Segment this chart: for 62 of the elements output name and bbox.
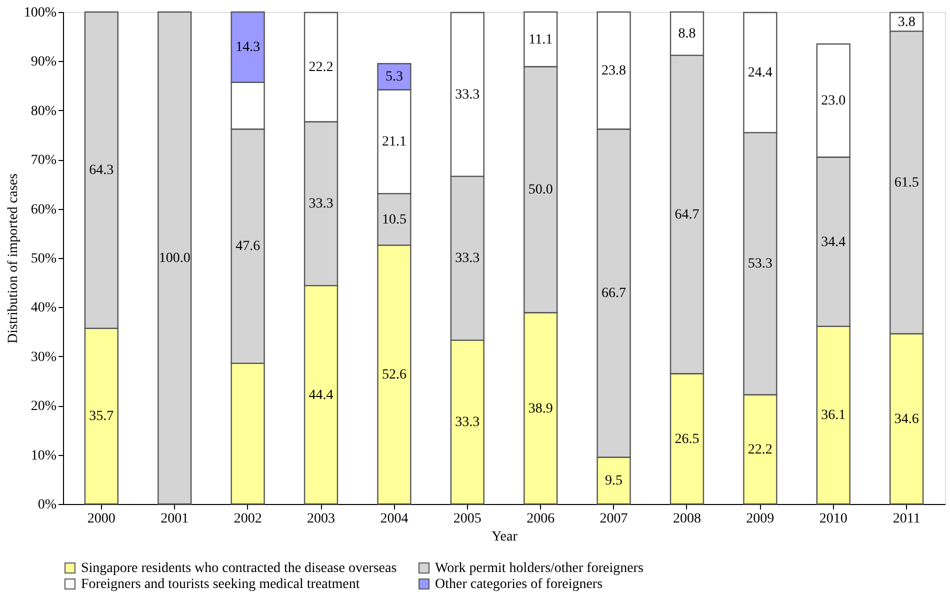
data-label: 10.5: [382, 212, 406, 228]
x-tick-label: 2000: [87, 512, 116, 526]
data-label: 47.6: [236, 239, 260, 254]
data-label: 52.6: [382, 368, 406, 383]
data-label: 34.4: [821, 234, 846, 250]
data-label: 34.6: [894, 412, 919, 427]
data-label: 53.3: [748, 256, 772, 272]
y-tick-label: 0%: [38, 498, 57, 512]
data-label: 33.3: [308, 196, 334, 212]
data-label: 64.3: [89, 163, 114, 178]
x-tick-label: 2010: [819, 512, 848, 526]
x-tick-label: 2005: [453, 512, 482, 526]
data-label: 22.2: [308, 60, 334, 76]
data-label: 11.1: [528, 32, 553, 48]
data-label: 9.5: [605, 474, 623, 489]
legend-label: Singapore residents who contracted the disease overseas: [81, 561, 397, 576]
data-label: 100.0: [158, 251, 190, 266]
data-label: 33.3: [455, 87, 480, 102]
y-axis-title: Distribution of imported cases: [6, 174, 21, 344]
data-label: 22.2: [748, 442, 772, 458]
y-tick-label: 60%: [30, 202, 57, 218]
data-label: 3.8: [898, 14, 916, 30]
legend-label: Foreigners and tourists seeking medical treatment: [81, 577, 360, 592]
data-label: 38.9: [528, 401, 553, 416]
data-label: 64.7: [674, 207, 700, 222]
y-tick-label: 20%: [30, 399, 57, 414]
data-label: 21.1: [382, 134, 406, 150]
data-label: 33.3: [455, 415, 480, 430]
data-label: 66.7: [602, 286, 626, 302]
y-tick-label: 100%: [24, 6, 57, 20]
y-tick-label: 10%: [30, 448, 57, 464]
data-label: 36.1: [821, 408, 846, 424]
x-tick-label: 2007: [600, 512, 628, 526]
data-label: 24.4: [748, 66, 772, 81]
x-axis-title: Year: [492, 530, 518, 544]
data-label: 5.3: [385, 70, 403, 85]
data-label: 35.7: [89, 409, 114, 424]
y-tick-label: 30%: [30, 350, 57, 365]
x-tick-label: 2011: [892, 512, 920, 526]
x-tick-label: 2001: [160, 512, 189, 526]
data-label: 33.3: [455, 251, 480, 266]
data-label: 26.5: [674, 432, 700, 447]
legend-label: Work permit holders/other foreigners: [435, 561, 644, 576]
x-tick-label: 2009: [746, 512, 774, 526]
x-tick-label: 2002: [234, 512, 262, 526]
data-label: 8.8: [678, 26, 696, 42]
y-tick-label: 70%: [30, 153, 57, 168]
y-tick-label: 40%: [30, 300, 57, 316]
x-tick-label: 2006: [526, 512, 555, 526]
data-label: 61.5: [894, 175, 919, 190]
y-tick-label: 90%: [30, 54, 57, 70]
data-label: 14.3: [236, 40, 260, 56]
data-label: 50.0: [528, 182, 553, 198]
y-tick-label: 50%: [30, 252, 57, 266]
y-tick-label: 80%: [30, 104, 57, 119]
data-label: 23.0: [821, 94, 846, 109]
data-label: 23.8: [602, 64, 626, 79]
x-tick-label: 2003: [307, 512, 336, 526]
x-tick-label: 2008: [672, 512, 701, 526]
legend-label: Other categories of foreigners: [435, 577, 603, 592]
data-label: 44.4: [308, 388, 334, 403]
x-tick-label: 2004: [380, 512, 408, 526]
